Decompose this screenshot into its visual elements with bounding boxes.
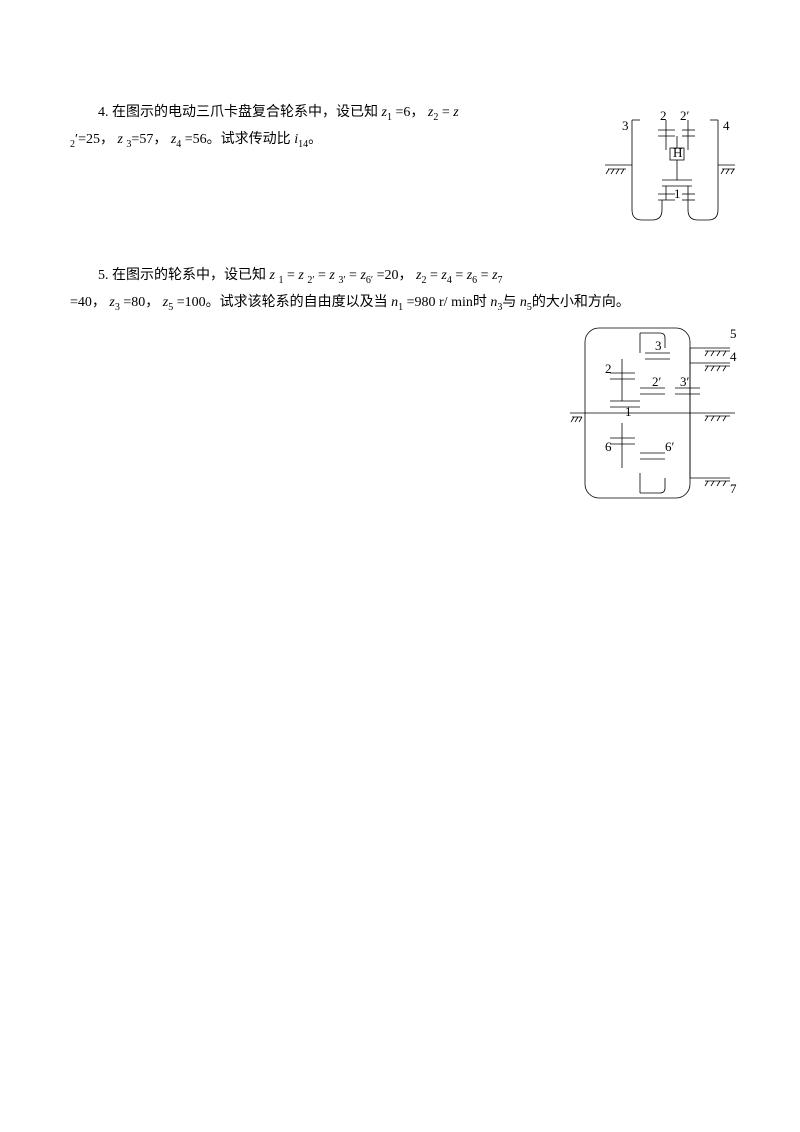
- q5-number: 5.: [98, 268, 109, 283]
- q5-n5: n: [520, 295, 527, 310]
- d5-l6: 6: [605, 439, 612, 454]
- d5-l7: 7: [730, 481, 737, 496]
- d4-l3: 3: [622, 118, 629, 133]
- q5-n1v: =980 r/ min时: [403, 295, 487, 310]
- d5-l6p: 6′: [665, 439, 675, 454]
- q5-e1: =: [283, 268, 298, 283]
- q5-z3p: z: [329, 268, 334, 283]
- d4-l4: 4: [723, 118, 730, 133]
- q5-tail: 的大小和方向。: [532, 295, 630, 310]
- q5-and: 与: [502, 295, 516, 310]
- d5-l4: 4: [730, 349, 737, 364]
- q5-l2a: =40，: [70, 295, 106, 310]
- q4-z3v: =57，: [131, 132, 167, 147]
- q5-z2ps: 2′: [307, 275, 314, 286]
- q5-z5v: =100。试求该轮系的自由度以及当: [173, 295, 391, 310]
- q5-z1: z: [270, 268, 275, 283]
- q4-z4v: =56。试求传动比: [181, 132, 294, 147]
- q5-z3ps: 3′: [338, 275, 345, 286]
- q5-e7: =: [477, 268, 488, 283]
- d5-l2: 2: [605, 361, 612, 376]
- q5-z7s: 7: [498, 275, 503, 286]
- d4-lH: H: [673, 145, 682, 160]
- q4-z2pl: z: [453, 105, 458, 120]
- q4-z3: z: [117, 132, 122, 147]
- q5-z3v: =80，: [120, 295, 159, 310]
- d5-l3p: 3′: [680, 374, 690, 389]
- diagram-4: 3 2 2′ 4 H 1: [600, 100, 740, 240]
- d5-l2p: 2′: [652, 374, 662, 389]
- q5-e6: =: [452, 268, 463, 283]
- problem-4-line2: 2′=25， z 3=57， z4 =56。试求传动比 i14。: [70, 127, 550, 154]
- q5-e3: =: [346, 268, 357, 283]
- problem-5: 5. 在图示的轮系中，设已知 z 1 = z 2′ = z 3′ = z6′ =…: [70, 263, 730, 316]
- q4-number: 4.: [98, 105, 109, 120]
- q5-e2: =: [315, 268, 330, 283]
- q4-t1: 在图示的电动三爪卡盘复合轮系中，设已知: [112, 105, 382, 120]
- q5-e4: =20，: [373, 268, 412, 283]
- d4-l2: 2: [660, 108, 667, 123]
- d5-l5: 5: [730, 326, 737, 341]
- diagram-5: 5 4 3 2 2′ 3′ 1 6 6′ 7: [570, 313, 740, 513]
- q5-t1: 在图示的轮系中，设已知: [112, 268, 270, 283]
- q4-l2p: ′=25，: [75, 132, 114, 147]
- q4-per: 。: [308, 132, 322, 147]
- q4-z1v: =6，: [392, 105, 424, 120]
- q4-z2e: =: [438, 105, 453, 120]
- d4-l2p: 2′: [680, 108, 690, 123]
- q5-z2p: z: [298, 268, 303, 283]
- d4-l1: 1: [674, 186, 681, 201]
- q4-is: 14: [298, 138, 308, 149]
- problem-4-line1: 4. 在图示的电动三爪卡盘复合轮系中，设已知 z1 =6， z2 = z: [70, 100, 550, 127]
- q5-e5: =: [426, 268, 437, 283]
- problem-4: 4. 在图示的电动三爪卡盘复合轮系中，设已知 z1 =6， z2 = z 2′=…: [70, 100, 730, 153]
- problem-5-line1: 5. 在图示的轮系中，设已知 z 1 = z 2′ = z 3′ = z6′ =…: [70, 263, 730, 290]
- d5-l3: 3: [655, 338, 662, 353]
- d5-l1: 1: [625, 404, 632, 419]
